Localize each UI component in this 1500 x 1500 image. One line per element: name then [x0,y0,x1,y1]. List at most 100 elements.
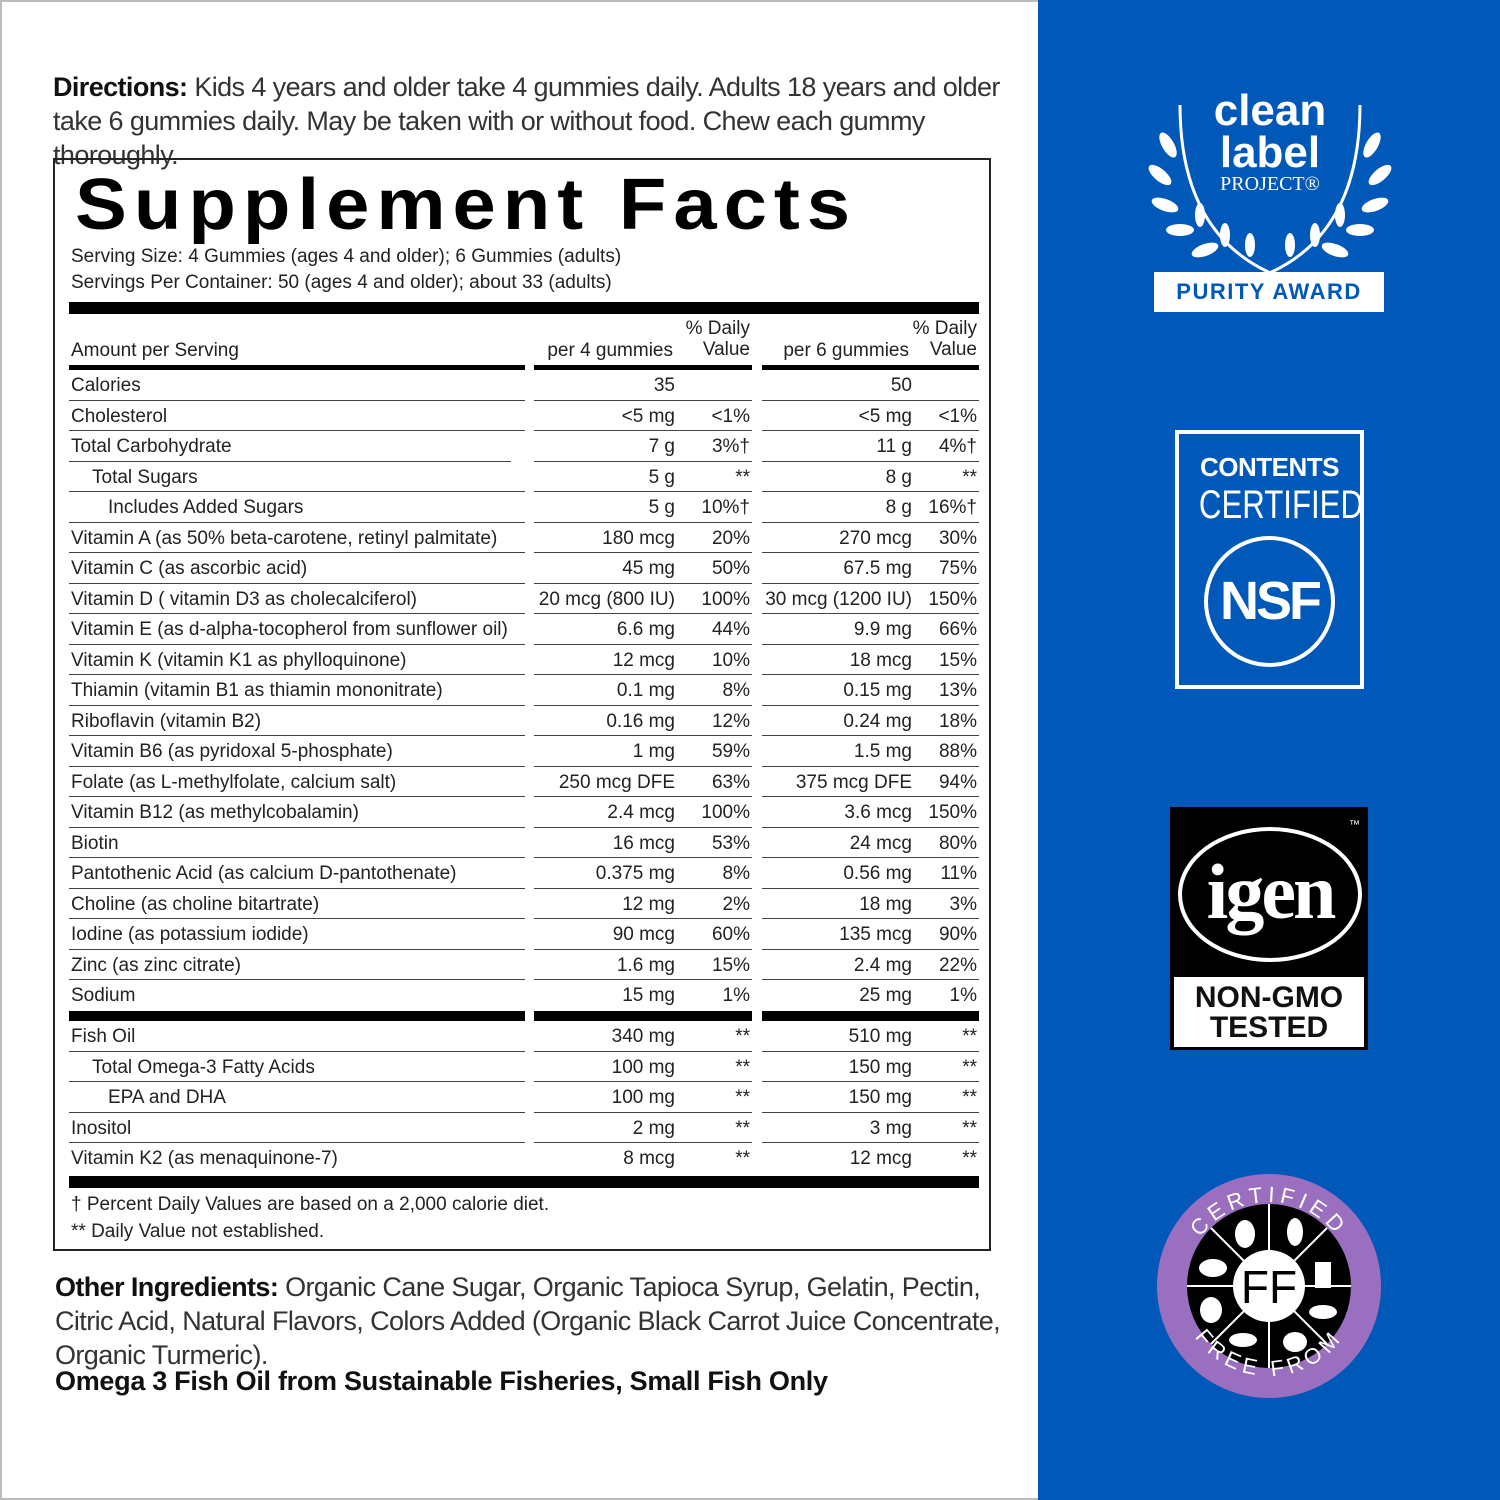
per6-cell: 135 mcg 90% [762,919,979,950]
other-ingredients-label: Other Ingredients: [55,1272,279,1302]
amount-per4: 0.1 mg [616,680,675,701]
dv-per4: ** [735,1117,750,1139]
nutrient-name-cell: Pantothenic Acid (as calcium D-pantothen… [69,858,525,889]
footnote-asterisk: ** Daily Value not established. [71,1221,325,1242]
free-from-badge: FF CERTIFIED FREE FROM [1155,1172,1383,1400]
table-row: Vitamin K2 (as menaquinone-7) 8 mcg ** 12… [69,1143,979,1174]
trademark: ™ [1349,819,1360,831]
per4-cell: 5 g 10%† [534,492,752,523]
amount-per6: 510 mg [848,1026,912,1047]
amount-per4: 90 mcg [612,924,675,945]
dv-per6: ** [962,1117,977,1139]
dv-per4: 60% [711,924,750,945]
nsf-logo: NSF [1204,536,1335,667]
dv-per4: 44% [711,619,750,640]
table-row: Includes Added Sugars 5 g 10%† 8 g 16%† [69,492,979,523]
dv-per6: 150% [928,802,977,823]
header-dv4-line1: % Daily [685,318,750,339]
nutrient-name: Sodium [71,985,136,1006]
nutrient-name: Choline (as choline bitartrate) [71,893,320,915]
per4-cell: 35 [534,370,752,401]
nutrient-name-cell: Vitamin D ( vitamin D3 as cholecalcifero… [69,584,525,614]
amount-per4: 6.6 mg [616,619,675,640]
dv-per6: <1% [938,405,977,427]
dv-per6: ** [962,1056,977,1078]
directions: Directions: Kids 4 years and older take … [53,70,1013,172]
per4-cell: 12 mcg 10% [534,645,752,675]
nsf-badge: CONTENTS CERTIFIED NSF [1175,430,1364,689]
header-amount: Amount per Serving [71,340,239,361]
nutrient-name: Vitamin E (as d-alpha-tocopherol from su… [71,619,508,640]
other-ingredients: Other Ingredients: Organic Cane Sugar, O… [55,1270,1015,1372]
per4-cell: 8 mcg ** [534,1143,752,1174]
table-row: Calories 35 50 [69,370,979,401]
header-rule [762,365,979,370]
dv-per6: 3% [949,893,977,915]
nutrient-name-cell: Vitamin C (as ascorbic acid) [69,553,525,584]
amount-per4: 5 g [648,497,675,518]
table-row: Sodium 15 mg 1% 25 mg 1% [69,980,979,1011]
dv-per6: 75% [938,558,977,579]
per4-cell: 0.1 mg 8% [534,675,752,706]
per4-cell: 1 mg 59% [534,736,752,767]
nutrient-name-cell: Fish Oil [69,1021,525,1052]
table-row: Vitamin B12 (as methylcobalamin) 2.4 mcg… [69,797,979,828]
table-row: Zinc (as zinc citrate) 1.6 mg 15% 2.4 mg 2… [69,950,979,980]
per4-cell: 45 mg 50% [534,553,752,584]
nutrient-name: Riboflavin (vitamin B2) [71,710,262,732]
thick-divider [69,302,979,314]
nutrient-name-cell: Includes Added Sugars [69,492,525,523]
dv-per6: 18% [938,710,977,732]
per6-cell: 24 mcg 80% [762,828,979,858]
other-ingredient-rows: Fish Oil 340 mg ** 510 mg ** Total Omega-3 … [69,1021,979,1174]
per4-cell: 12 mg 2% [534,889,752,919]
per6-cell: 150 mg ** [762,1082,979,1113]
dv-per4: 1% [722,985,750,1006]
dv-per4: 59% [711,741,750,762]
nutrient-name: Vitamin B6 (as pyridoxal 5-phosphate) [71,741,393,762]
table-row: Vitamin B6 (as pyridoxal 5-phosphate) 1 … [69,736,979,767]
nutrient-name: Vitamin K (vitamin K1 as phylloquinone) [71,649,407,671]
amount-per4: 100 mg [611,1056,675,1078]
nutrient-name-cell: Vitamin A (as 50% beta-carotene, retinyl… [69,523,525,553]
per4-cell: 2 mg ** [534,1113,752,1143]
per4-cell: 250 mcg DFE 63% [534,767,752,797]
section-rule [69,1011,525,1021]
per4-cell: 180 mcg 20% [534,523,752,553]
dv-per6: ** [962,1087,977,1108]
per6-cell: 11 g 4%† [762,431,979,462]
dv-per4: ** [735,1148,750,1169]
table-row: Vitamin K (vitamin K1 as phylloquinone) … [69,645,979,675]
amount-per6: 2.4 mg [853,954,912,976]
laurel-wreath-icon [1148,104,1392,277]
amount-per6: 50 [890,375,912,396]
per4-cell: 16 mcg 53% [534,828,752,858]
dv-per6: 16%† [928,497,977,518]
per6-cell: 25 mg 1% [762,980,979,1011]
per6-cell: 30 mcg (1200 IU) 150% [762,584,979,614]
per4-cell: 1.6 mg 15% [534,950,752,980]
table-row: Vitamin D ( vitamin D3 as cholecalcifero… [69,584,979,614]
nutrient-name-cell: Total Sugars [69,462,525,492]
amount-per6: 1.5 mg [853,741,912,762]
nutrient-name-cell: Vitamin K2 (as menaquinone-7) [69,1143,525,1174]
amount-per6: 150 mg [848,1087,912,1108]
nutrient-name-cell: Cholesterol [69,401,525,431]
nutrient-name: Vitamin D ( vitamin D3 as cholecalcifero… [71,588,417,610]
per4-cell: 100 mg ** [534,1052,752,1082]
header-per6: per 6 gummies [783,340,909,361]
amount-per6: 135 mcg [839,924,912,945]
nutrient-name-cell: Total Omega-3 Fatty Acids [69,1052,525,1082]
header-per4: per 4 gummies [547,340,673,361]
dv-per4: 8% [722,863,750,884]
dv-per4: 10% [711,649,750,671]
amount-per4: 100 mg [611,1087,675,1108]
dv-per6: 11% [940,863,977,884]
amount-per4: 180 mcg [602,527,675,549]
contents-text: CONTENTS [1200,452,1340,482]
amount-per6: 0.56 mg [843,863,912,884]
nutrient-rows: Calories 35 50 Cholesterol <5 mg <1% <5 mg… [69,370,979,1011]
per4-cell: 5 g ** [534,462,752,492]
per4-cell: 0.375 mg 8% [534,858,752,889]
dv-per6: ** [962,466,977,488]
